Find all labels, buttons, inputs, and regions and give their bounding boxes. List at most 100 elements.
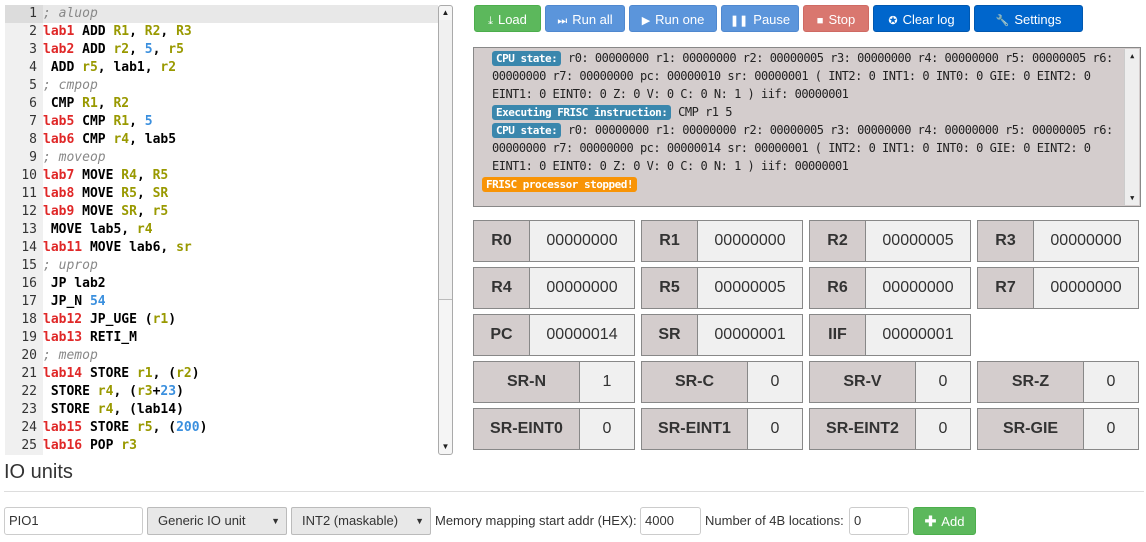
pause-button[interactable]: ❚❚ Pause bbox=[721, 5, 799, 32]
code-token-kw: STORE bbox=[43, 402, 98, 417]
line-number: 6 bbox=[5, 95, 43, 113]
code-token-reg: R1 bbox=[113, 24, 130, 39]
flag-cell: SR-V 0 bbox=[809, 361, 971, 403]
code-line[interactable]: 15; uprop bbox=[5, 257, 438, 275]
code-token-kw: RETI_M bbox=[82, 330, 137, 345]
flag-value: 0 bbox=[748, 409, 802, 449]
register-value: 00000000 bbox=[530, 268, 634, 308]
register-cell: R3 00000000 bbox=[977, 220, 1139, 262]
locations-input[interactable]: 0 bbox=[849, 507, 909, 535]
scroll-down-icon[interactable]: ▼ bbox=[1130, 194, 1134, 202]
plus-icon: ✚ bbox=[924, 513, 937, 529]
fast-forward-icon: ⏭ bbox=[557, 15, 568, 27]
code-line[interactable]: 3 lab2 ADD r2, 5, r5 bbox=[5, 41, 438, 59]
code-line[interactable]: 18 lab12 JP_UGE (r1) bbox=[5, 311, 438, 329]
log-scrollbar[interactable]: ▲ ▼ bbox=[1124, 49, 1139, 205]
code-token-lab: lab8 bbox=[43, 186, 75, 201]
code-line[interactable]: 16 JP lab2 bbox=[5, 275, 438, 293]
code-editor[interactable]: 1; aluop 2 lab1 ADD R1, R2, R3 3 lab2 ADD r2… bbox=[5, 5, 453, 455]
io-unit-name-input[interactable]: PIO1 bbox=[4, 507, 143, 535]
settings-button[interactable]: 🔧 Settings bbox=[974, 5, 1083, 32]
line-number: 8 bbox=[5, 131, 43, 149]
code-token-kw: MOVE bbox=[74, 186, 122, 201]
register-value: 00000001 bbox=[866, 315, 970, 355]
register-cell: R1 00000000 bbox=[641, 220, 803, 262]
add-io-unit-button[interactable]: ✚ Add bbox=[913, 507, 976, 535]
code-line[interactable]: 8 lab6 CMP r4, lab5 bbox=[5, 131, 438, 149]
flag-value: 0 bbox=[916, 362, 970, 402]
code-line[interactable]: 20; memop bbox=[5, 347, 438, 365]
code-line[interactable]: 21 lab14 STORE r1, (r2) bbox=[5, 365, 438, 383]
line-number: 16 bbox=[5, 275, 43, 293]
clear-log-button[interactable]: ✪ Clear log bbox=[873, 5, 970, 32]
execution-log[interactable]: CPU state: r0: 00000000 r1: 00000000 r2:… bbox=[473, 47, 1141, 207]
code-token-p: , bbox=[136, 186, 153, 201]
code-line[interactable]: 1; aluop bbox=[5, 5, 438, 23]
code-token-p: ) bbox=[168, 312, 177, 327]
code-line[interactable]: 22 STORE r4, (r3+23) bbox=[5, 383, 438, 401]
code-line[interactable]: 17 JP_N 54 bbox=[5, 293, 438, 311]
line-number: 23 bbox=[5, 401, 43, 419]
code-token-lab: lab14 bbox=[43, 366, 83, 381]
mem-start-input[interactable]: 4000 bbox=[640, 507, 701, 535]
line-number: 20 bbox=[5, 347, 43, 365]
code-token-lab: lab12 bbox=[43, 312, 83, 327]
code-token-kw: STORE bbox=[43, 384, 98, 399]
scroll-down-icon[interactable]: ▼ bbox=[441, 442, 450, 451]
code-line[interactable]: 2 lab1 ADD R1, R2, R3 bbox=[5, 23, 438, 41]
code-line[interactable]: 12 lab9 MOVE SR, r5 bbox=[5, 203, 438, 221]
code-line[interactable]: 23 STORE r4, (lab14) bbox=[5, 401, 438, 419]
code-line[interactable]: 25 lab16 POP r3 bbox=[5, 437, 438, 455]
code-line[interactable]: 4 ADD r5, lab1, r2 bbox=[5, 59, 438, 77]
cpu-state-badge: CPU state: bbox=[492, 51, 562, 66]
code-token-reg: SR bbox=[121, 204, 137, 219]
run-all-button[interactable]: ⏭ Run all bbox=[545, 5, 625, 32]
line-number: 1 bbox=[5, 5, 43, 23]
download-icon: ⤓ bbox=[488, 15, 493, 27]
line-number: 5 bbox=[5, 77, 43, 95]
code-token-kw: CMP bbox=[43, 96, 83, 111]
line-number: 2 bbox=[5, 23, 43, 41]
flag-value: 0 bbox=[748, 362, 802, 402]
flag-cell: SR-Z 0 bbox=[977, 361, 1139, 403]
load-label: Load bbox=[497, 12, 527, 27]
code-token-num: 5 bbox=[144, 114, 153, 129]
code-line[interactable]: 11 lab8 MOVE R5, SR bbox=[5, 185, 438, 203]
code-token-p: , (lab14) bbox=[113, 402, 184, 417]
code-line[interactable]: 10 lab7 MOVE R4, R5 bbox=[5, 167, 438, 185]
code-line[interactable]: 9; moveop bbox=[5, 149, 438, 167]
io-unit-type-select[interactable]: Generic IO unit ▼ bbox=[147, 507, 287, 535]
code-token-reg: R5 bbox=[121, 186, 137, 201]
load-button[interactable]: ⤓ Load bbox=[474, 5, 541, 32]
code-token-cm: ; memop bbox=[43, 348, 98, 363]
code-token-p: , bbox=[136, 204, 153, 219]
log-entry: Executing FRISC instruction: CMP r1 5 bbox=[492, 103, 1120, 121]
code-token-reg: r3 bbox=[121, 438, 137, 453]
interrupt-select[interactable]: INT2 (maskable) ▼ bbox=[291, 507, 431, 535]
flag-cell: SR-GIE 0 bbox=[977, 408, 1139, 450]
code-token-kw: JP_UGE ( bbox=[82, 312, 153, 327]
line-number: 14 bbox=[5, 239, 43, 257]
code-token-p: ) bbox=[191, 366, 200, 381]
code-line[interactable]: 7 lab5 CMP R1, 5 bbox=[5, 113, 438, 131]
code-token-cm: ; aluop bbox=[43, 6, 98, 21]
code-token-lab: lab2 bbox=[43, 42, 75, 57]
scroll-up-icon[interactable]: ▲ bbox=[441, 8, 450, 17]
scrollbar-thumb[interactable] bbox=[439, 20, 452, 300]
code-line[interactable]: 5; cmpop bbox=[5, 77, 438, 95]
code-line[interactable]: 13 MOVE lab5, r4 bbox=[5, 221, 438, 239]
scroll-up-icon[interactable]: ▲ bbox=[1130, 52, 1134, 60]
code-line[interactable]: 19 lab13 RETI_M bbox=[5, 329, 438, 347]
stop-button[interactable]: ■ Stop bbox=[803, 5, 869, 32]
register-name: R4 bbox=[474, 268, 530, 308]
code-line[interactable]: 24 lab15 STORE r5, (200) bbox=[5, 419, 438, 437]
log-instruction: CMP r1 5 bbox=[678, 105, 732, 119]
code-token-kw: JP lab2 bbox=[43, 276, 106, 291]
code-line[interactable]: 14 lab11 MOVE lab6, sr bbox=[5, 239, 438, 257]
code-token-reg: sr bbox=[176, 240, 192, 255]
register-name: R5 bbox=[642, 268, 698, 308]
flag-value: 0 bbox=[916, 409, 970, 449]
run-one-button[interactable]: ▶ Run one bbox=[629, 5, 717, 32]
editor-scrollbar[interactable]: ▲ ▼ bbox=[438, 5, 453, 455]
code-line[interactable]: 6 CMP R1, R2 bbox=[5, 95, 438, 113]
